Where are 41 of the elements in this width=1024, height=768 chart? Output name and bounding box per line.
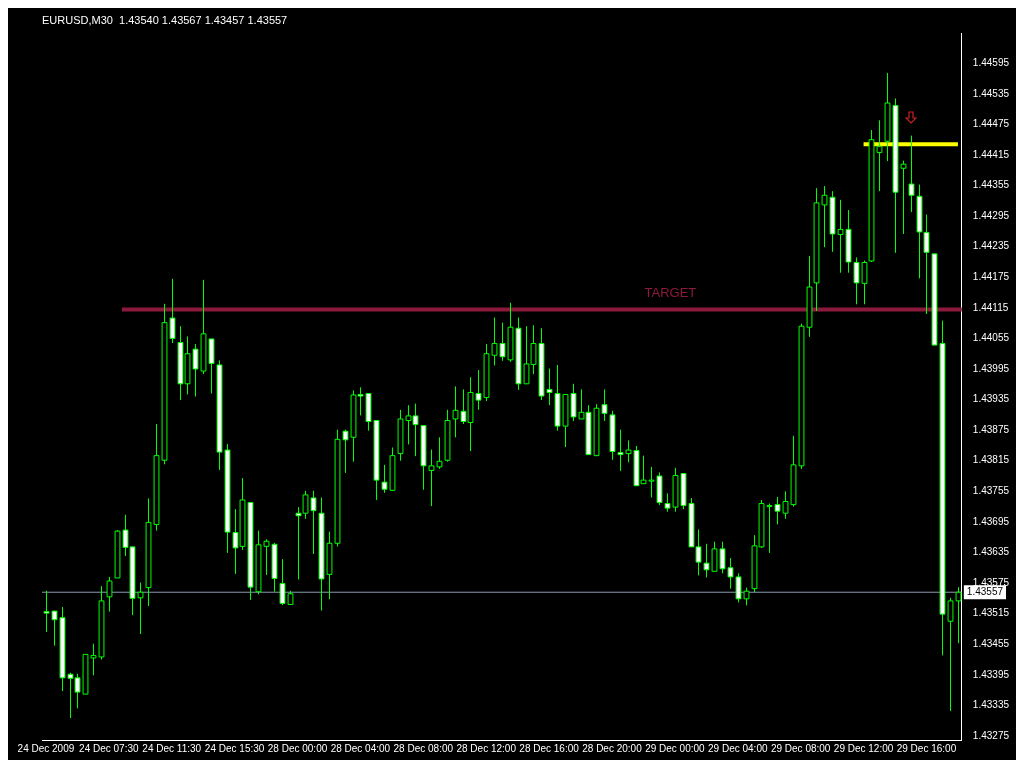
x-tick-label: 24 Dec 07:30 xyxy=(79,742,139,754)
x-tick-label: 29 Dec 12:00 xyxy=(833,742,894,754)
x-tick-label: 24 Dec 15:30 xyxy=(204,742,265,754)
y-tick-label: 1.43875 xyxy=(972,423,1010,435)
x-tick-label: 28 Dec 08:00 xyxy=(393,742,454,754)
y-tick-label: 1.44295 xyxy=(972,209,1010,221)
x-tick-label: 28 Dec 12:00 xyxy=(456,742,517,754)
y-tick-label: 1.43935 xyxy=(972,393,1010,405)
y-tick-label: 1.43635 xyxy=(972,546,1010,558)
y-tick-label: 1.43695 xyxy=(972,515,1010,527)
y-tick-label: 1.43515 xyxy=(972,607,1010,619)
x-tick-label: 29 Dec 04:00 xyxy=(708,742,768,754)
chart-title: EURUSD,M30 1.43540 1.43567 1.43457 1.43557 xyxy=(42,13,288,26)
x-tick-label: 28 Dec 00:00 xyxy=(267,742,328,754)
y-tick-label: 1.44535 xyxy=(972,87,1010,99)
y-tick-label: 1.43815 xyxy=(972,454,1010,466)
y-tick-label: 1.43335 xyxy=(972,699,1010,711)
x-tick-label: 29 Dec 00:00 xyxy=(645,742,706,754)
y-tick-label: 1.43275 xyxy=(972,729,1010,741)
x-tick-label: 28 Dec 16:00 xyxy=(519,742,580,754)
x-tick-label: 29 Dec 16:00 xyxy=(896,742,957,754)
y-tick-label: 1.44475 xyxy=(972,118,1010,130)
y-tick-label: 1.44235 xyxy=(972,240,1010,252)
y-tick-label: 1.43575 xyxy=(972,576,1010,588)
x-tick-label: 24 Dec 11:30 xyxy=(142,742,202,754)
y-tick-label: 1.44175 xyxy=(972,271,1010,283)
y-tick-label: 1.44415 xyxy=(972,148,1010,160)
y-tick-label: 1.43995 xyxy=(972,362,1010,374)
x-tick-label: 28 Dec 04:00 xyxy=(330,742,391,754)
y-tick-label: 1.44355 xyxy=(972,179,1010,191)
x-tick-label: 28 Dec 20:00 xyxy=(582,742,643,754)
y-tick-label: 1.44115 xyxy=(972,301,1009,313)
x-tick-label: 29 Dec 08:00 xyxy=(770,742,831,754)
y-tick-label: 1.43755 xyxy=(972,485,1010,497)
x-tick-label: 24 Dec 2009 xyxy=(17,742,75,754)
y-tick-label: 1.43395 xyxy=(972,668,1010,680)
y-tick-label: 1.44595 xyxy=(972,57,1010,69)
y-tick-label: 1.44055 xyxy=(972,332,1010,344)
ref-line-label: TARGET xyxy=(644,285,697,301)
y-tick-label: 1.43455 xyxy=(972,637,1010,649)
ref-line-label: 1.43557 xyxy=(966,585,1004,597)
